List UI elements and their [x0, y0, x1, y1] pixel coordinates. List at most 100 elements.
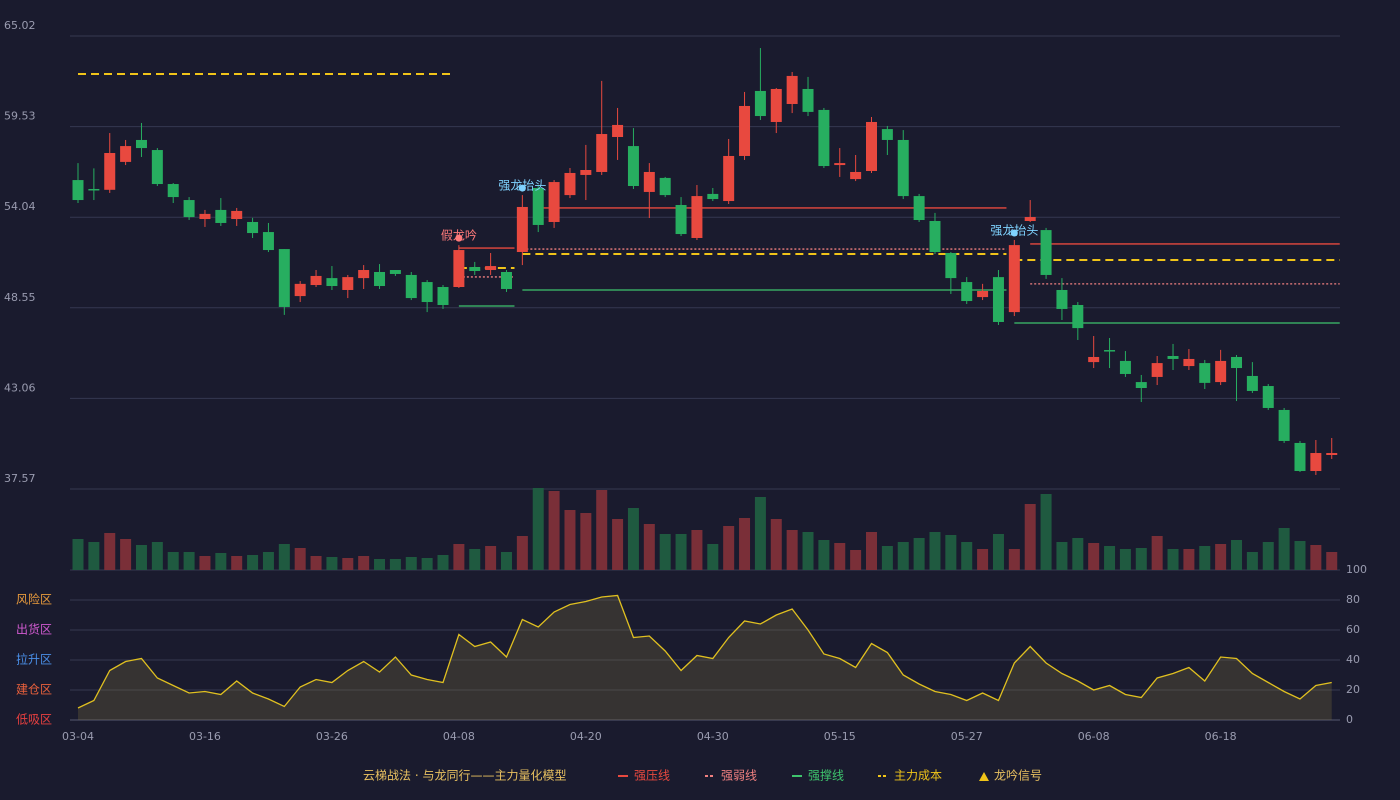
signal-label: 假龙吟: [441, 228, 477, 243]
volume-bar: [1262, 542, 1274, 570]
candle-body: [992, 277, 1004, 322]
x-tick-label: 03-26: [316, 730, 348, 743]
candle-body: [1310, 453, 1322, 472]
candle-body: [1104, 350, 1116, 352]
candle-body: [1215, 360, 1227, 383]
signal-marker: [518, 184, 526, 192]
y-tick-label: 48.55: [4, 291, 36, 304]
volume-bar: [358, 556, 370, 570]
volume-bar: [643, 524, 655, 570]
volume-bar: [215, 553, 227, 570]
volume-bar: [1072, 538, 1084, 570]
volume-bar: [183, 552, 195, 570]
candle-body: [1119, 360, 1131, 374]
candle-body: [1183, 358, 1195, 367]
candle-body: [1294, 442, 1306, 472]
volume-bar: [310, 556, 322, 570]
signal-label: 强龙抬头: [498, 179, 546, 193]
volume-bar: [532, 488, 544, 570]
volume-bar: [389, 559, 401, 570]
candle-body: [1024, 217, 1036, 221]
candle-body: [596, 134, 608, 172]
volume-bar: [135, 545, 147, 570]
volume-bar: [247, 555, 259, 570]
candle-body: [1151, 363, 1163, 377]
candle-body: [1008, 245, 1020, 313]
candle-body: [802, 88, 814, 112]
volume-bar: [342, 558, 354, 570]
candle-body: [1231, 356, 1243, 369]
osc-tick-label: 20: [1346, 683, 1360, 696]
zone-label: 拉升区: [16, 652, 52, 667]
volume-bar: [627, 508, 639, 570]
candle-body: [897, 139, 909, 197]
volume-bar: [516, 536, 528, 570]
osc-tick-label: 60: [1346, 623, 1360, 636]
legend-label: 强弱线: [721, 769, 757, 783]
volume-bar: [929, 532, 941, 570]
candle-body: [135, 139, 147, 149]
candle-body: [88, 188, 100, 191]
candle-body: [199, 213, 211, 220]
candle-body: [850, 171, 862, 180]
candle-body: [485, 266, 497, 271]
candle-body: [739, 105, 751, 156]
volume-bar: [1278, 528, 1290, 570]
volume-bar: [1056, 542, 1068, 570]
candle-body: [818, 109, 830, 167]
volume-bar: [707, 544, 719, 570]
volume-bar: [675, 534, 687, 570]
candle-body: [881, 129, 893, 140]
candle-body: [310, 275, 322, 286]
candle-body: [72, 180, 84, 201]
volume-bar: [326, 557, 338, 570]
volume-bar: [802, 532, 814, 570]
legend-label: 强撑线: [808, 768, 844, 783]
candle-body: [977, 290, 989, 298]
volume-bar: [1104, 546, 1116, 570]
volume-bar: [151, 542, 163, 570]
volume-bar: [469, 549, 481, 570]
volume-bar: [199, 556, 211, 570]
y-tick-label: 65.02: [4, 19, 36, 32]
candle-body: [247, 221, 259, 234]
volume-bar: [786, 530, 798, 570]
volume-bar: [1135, 548, 1147, 570]
osc-line: [77, 594, 1332, 709]
osc-area: [78, 595, 1332, 720]
volume-bar: [1199, 546, 1211, 570]
volume-bar: [881, 546, 893, 570]
candle-body: [548, 182, 560, 222]
candle-body: [231, 210, 243, 220]
candle-body: [151, 150, 163, 185]
candle-body: [754, 90, 766, 117]
legend-label: 强压线: [634, 769, 670, 783]
volume-bar: [72, 539, 84, 570]
candle-body: [183, 200, 195, 218]
volume-bar: [294, 548, 306, 570]
candle-body: [1326, 453, 1338, 456]
volume-bar: [691, 530, 703, 570]
volume-bar: [1310, 545, 1322, 570]
x-tick-label: 04-20: [570, 730, 602, 743]
x-tick-label: 05-15: [824, 730, 856, 743]
candle-body: [1072, 304, 1084, 329]
signal-marker: [455, 234, 463, 242]
candle-body: [961, 282, 973, 302]
volume-bar: [88, 542, 100, 570]
candle-body: [120, 146, 132, 162]
volume-bar: [548, 491, 560, 570]
volume-bar: [1326, 552, 1338, 570]
candle-body: [1246, 375, 1258, 391]
candle-body: [612, 124, 624, 137]
volume-bar: [231, 556, 243, 570]
candle-body: [1056, 289, 1068, 309]
volume-bar: [818, 540, 830, 570]
candle-body: [786, 75, 798, 104]
volume-bar: [500, 552, 512, 570]
candle-body: [326, 278, 338, 287]
volume-bar: [453, 544, 465, 570]
volume-bar: [961, 542, 973, 570]
volume-bar: [1294, 541, 1306, 570]
candle-body: [374, 271, 386, 287]
